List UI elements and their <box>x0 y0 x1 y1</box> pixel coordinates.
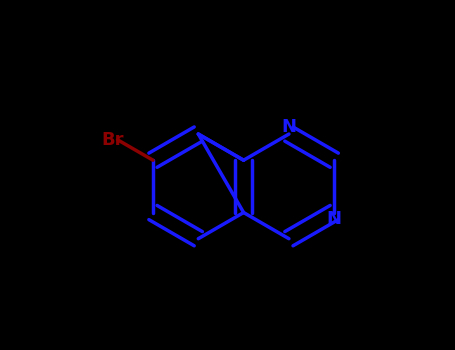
Text: N: N <box>282 118 296 136</box>
Text: N: N <box>327 210 342 228</box>
Text: Br: Br <box>102 131 124 149</box>
